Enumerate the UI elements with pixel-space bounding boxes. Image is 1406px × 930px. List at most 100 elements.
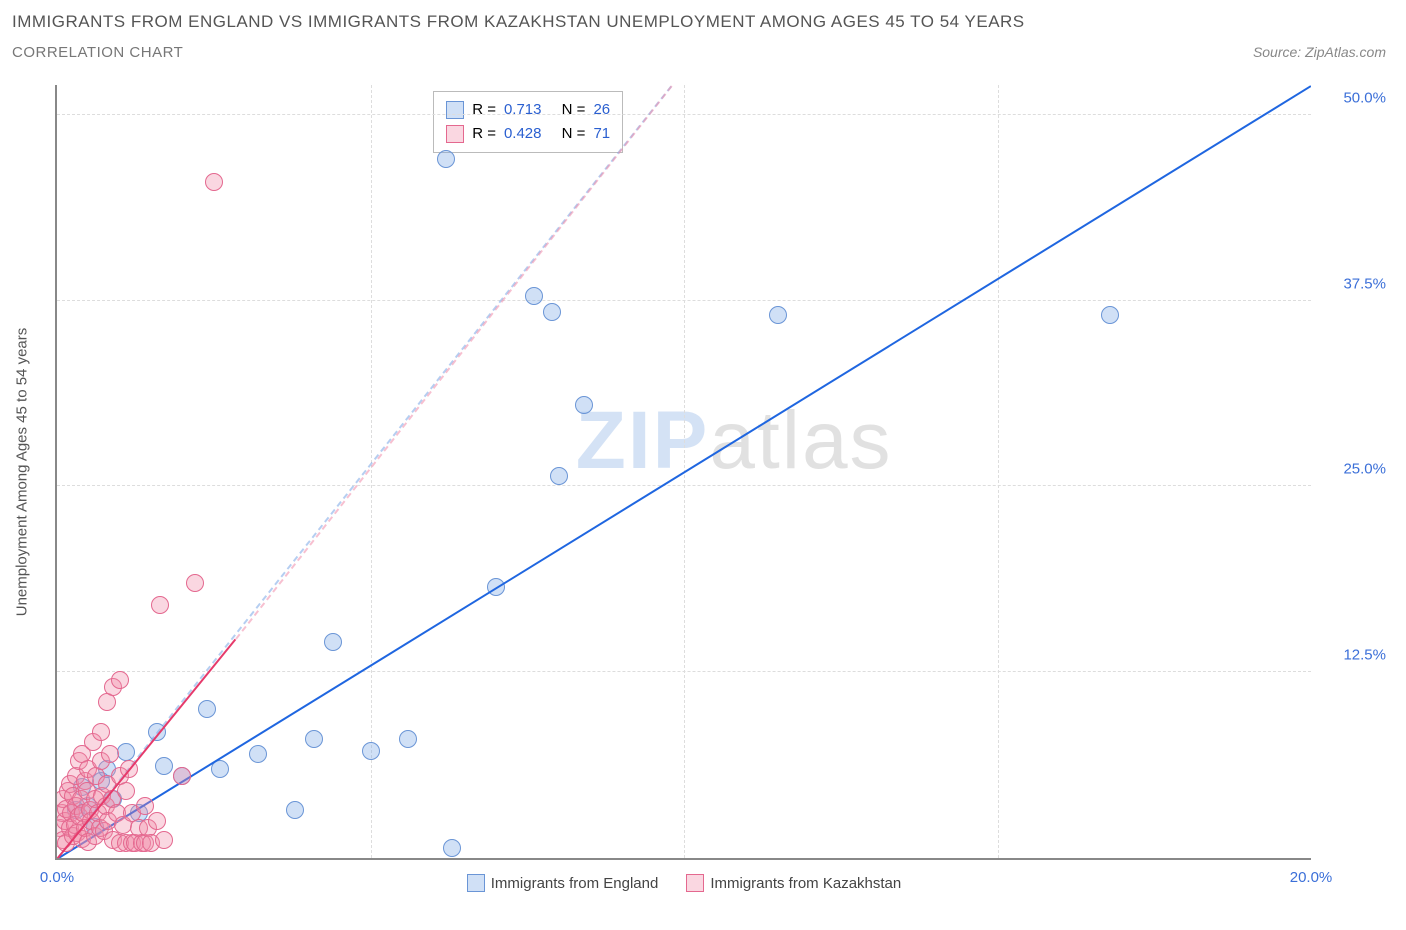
data-point bbox=[57, 804, 71, 822]
chart-header: IMMIGRANTS FROM ENGLAND VS IMMIGRANTS FR… bbox=[12, 12, 1386, 61]
chart-plot-area: Unemployment Among Ages 45 to 54 years Z… bbox=[55, 85, 1311, 860]
data-point bbox=[769, 306, 787, 324]
y-tick-label: 50.0% bbox=[1321, 89, 1386, 106]
x-tick-label: 0.0% bbox=[40, 869, 74, 886]
data-point bbox=[525, 287, 543, 305]
legend-swatch-england bbox=[446, 101, 464, 119]
data-point bbox=[111, 834, 129, 852]
data-point bbox=[104, 831, 122, 849]
data-point bbox=[151, 596, 169, 614]
data-point bbox=[101, 745, 119, 763]
data-point bbox=[76, 772, 94, 790]
data-point bbox=[249, 745, 267, 763]
data-point bbox=[155, 757, 173, 775]
data-point bbox=[286, 801, 304, 819]
data-point bbox=[59, 782, 77, 800]
data-point bbox=[117, 782, 135, 800]
r-label: R = bbox=[472, 122, 496, 146]
data-point bbox=[437, 150, 455, 168]
data-point bbox=[84, 733, 102, 751]
n-label: N = bbox=[562, 122, 586, 146]
data-point bbox=[62, 804, 80, 822]
data-point bbox=[305, 730, 323, 748]
data-point bbox=[92, 723, 110, 741]
data-point bbox=[92, 752, 110, 770]
data-point bbox=[155, 831, 173, 849]
plot-surface: ZIPatlas R = 0.713 N = 26 R = 0.428 N = … bbox=[57, 85, 1311, 858]
data-point bbox=[72, 790, 90, 808]
correlation-legend: R = 0.713 N = 26 R = 0.428 N = 71 bbox=[433, 91, 623, 153]
data-point bbox=[126, 834, 144, 852]
legend-item-england: Immigrants from England bbox=[467, 874, 659, 892]
watermark-left: ZIP bbox=[576, 395, 710, 486]
source-prefix: Source: bbox=[1253, 44, 1305, 60]
chart-subtitle: CORRELATION CHART bbox=[12, 44, 183, 61]
data-point bbox=[57, 790, 72, 808]
data-point bbox=[117, 743, 135, 761]
data-point bbox=[575, 396, 593, 414]
legend-swatch-kazakhstan bbox=[686, 874, 704, 892]
data-point bbox=[198, 700, 216, 718]
data-point bbox=[133, 834, 151, 852]
data-point bbox=[443, 839, 461, 857]
data-point bbox=[399, 730, 417, 748]
legend-row-england: R = 0.713 N = 26 bbox=[446, 98, 610, 122]
series-legend: Immigrants from England Immigrants from … bbox=[57, 874, 1311, 892]
data-point bbox=[324, 633, 342, 651]
data-point bbox=[73, 778, 91, 796]
data-point bbox=[67, 801, 85, 819]
data-point bbox=[205, 173, 223, 191]
r-value-kazakhstan: 0.428 bbox=[504, 122, 542, 146]
data-point bbox=[148, 812, 166, 830]
trend-line bbox=[235, 85, 672, 639]
data-point bbox=[78, 782, 96, 800]
n-value-kazakhstan: 71 bbox=[593, 122, 610, 146]
data-point bbox=[64, 787, 82, 805]
y-tick-label: 25.0% bbox=[1321, 461, 1386, 478]
data-point bbox=[67, 767, 85, 785]
data-point bbox=[92, 772, 110, 790]
y-axis-label: Unemployment Among Ages 45 to 54 years bbox=[14, 327, 31, 616]
legend-swatch-england bbox=[467, 874, 485, 892]
r-label: R = bbox=[472, 98, 496, 122]
data-point bbox=[543, 303, 561, 321]
data-point bbox=[79, 760, 97, 778]
y-tick-label: 12.5% bbox=[1321, 647, 1386, 664]
source-attribution: Source: ZipAtlas.com bbox=[1253, 44, 1386, 60]
data-point bbox=[67, 797, 85, 815]
data-point bbox=[87, 767, 105, 785]
data-point bbox=[123, 834, 141, 852]
data-point bbox=[550, 467, 568, 485]
data-point bbox=[73, 745, 91, 763]
legend-label-kazakhstan: Immigrants from Kazakhstan bbox=[710, 875, 901, 892]
gridline-v bbox=[998, 85, 999, 858]
data-point bbox=[136, 834, 154, 852]
legend-swatch-kazakhstan bbox=[446, 125, 464, 143]
data-point bbox=[98, 760, 116, 778]
data-point bbox=[130, 819, 148, 837]
data-point bbox=[70, 752, 88, 770]
data-point bbox=[57, 819, 69, 837]
chart-title: IMMIGRANTS FROM ENGLAND VS IMMIGRANTS FR… bbox=[12, 12, 1386, 32]
data-point bbox=[142, 834, 160, 852]
data-point bbox=[117, 834, 135, 852]
data-point bbox=[111, 671, 129, 689]
source-name: ZipAtlas.com bbox=[1305, 44, 1386, 60]
legend-label-england: Immigrants from England bbox=[491, 875, 659, 892]
data-point bbox=[186, 574, 204, 592]
data-point bbox=[57, 812, 74, 830]
data-point bbox=[104, 678, 122, 696]
subtitle-row: CORRELATION CHART Source: ZipAtlas.com bbox=[12, 44, 1386, 61]
legend-item-kazakhstan: Immigrants from Kazakhstan bbox=[686, 874, 901, 892]
data-point bbox=[57, 800, 75, 818]
n-value-england: 26 bbox=[593, 98, 610, 122]
data-point bbox=[1101, 306, 1119, 324]
data-point bbox=[139, 819, 157, 837]
data-point bbox=[61, 775, 79, 793]
gridline-v bbox=[371, 85, 372, 858]
r-value-england: 0.713 bbox=[504, 98, 542, 122]
x-tick-label: 20.0% bbox=[1290, 869, 1333, 886]
n-label: N = bbox=[562, 98, 586, 122]
legend-row-kazakhstan: R = 0.428 N = 71 bbox=[446, 122, 610, 146]
y-tick-label: 37.5% bbox=[1321, 275, 1386, 292]
